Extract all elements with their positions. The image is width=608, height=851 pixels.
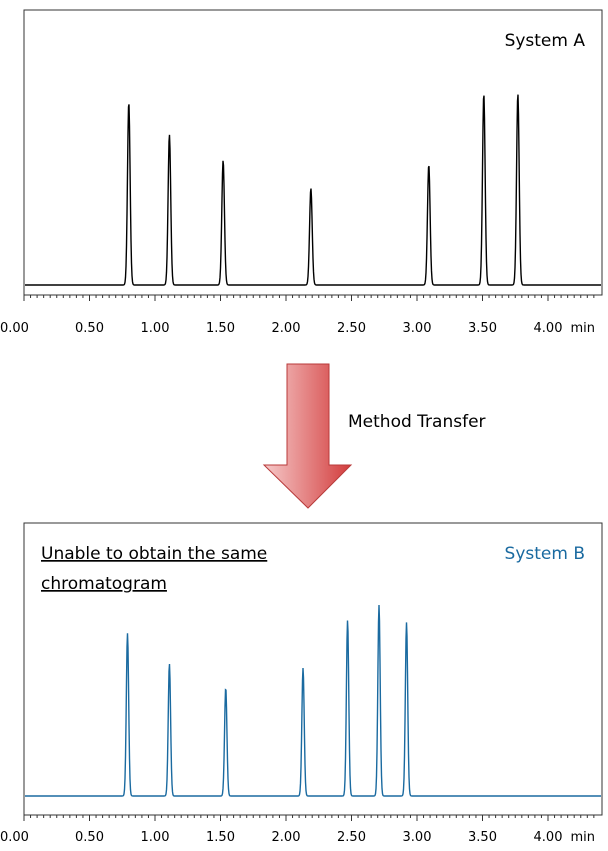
transfer-arrow-icon <box>262 363 353 509</box>
x-tick-label: 0.50 <box>75 321 104 336</box>
chromatogram-trace-a <box>25 94 601 286</box>
panel-b-frame <box>23 522 603 816</box>
x-tick-label: 3.50 <box>468 830 497 845</box>
chromatogram-trace-b <box>25 605 601 797</box>
panel-a-title: System A <box>505 31 586 51</box>
x-tick-label: 4.00 <box>534 321 563 336</box>
x-tick-label: 2.50 <box>337 830 366 845</box>
x-tick-label: 0.00 <box>0 321 29 336</box>
panel-system-b: System B Unable to obtain the same chroma… <box>0 522 603 845</box>
x-tick-label: 2.00 <box>272 321 301 336</box>
x-tick-label: 4.00 <box>534 830 563 845</box>
x-tick-label: 1.50 <box>206 321 235 336</box>
method-transfer-label: Method Transfer <box>348 412 486 432</box>
panel-b-title: System B <box>505 544 585 564</box>
annotation-line: chromatogram <box>41 574 167 594</box>
panel-system-a: System A 0.00 0.50 1.00 1.50 2.00 2.50 3.00 3.5… <box>0 9 603 336</box>
x-tick-label: 1.00 <box>141 321 170 336</box>
x-axis-a: 0.00 0.50 1.00 1.50 2.00 2.50 3.00 3.50 4.00 <box>0 295 595 336</box>
x-tick-label: 0.00 <box>0 830 29 845</box>
x-tick-label: 2.50 <box>337 321 366 336</box>
x-axis-unit-a: min <box>570 321 595 336</box>
x-tick-label: 1.00 <box>141 830 170 845</box>
x-axis-b: 0.00 0.50 1.00 1.50 2.00 2.50 3.00 3.50 4.00 <box>0 815 595 845</box>
x-axis-unit-b: min <box>570 830 595 845</box>
x-tick-label: 3.00 <box>403 321 432 336</box>
x-tick-label: 3.00 <box>403 830 432 845</box>
annotation-line: Unable to obtain the same <box>41 544 267 564</box>
x-tick-label: 1.50 <box>206 830 235 845</box>
x-tick-label: 2.00 <box>272 830 301 845</box>
x-tick-label: 0.50 <box>75 830 104 845</box>
x-tick-label: 3.50 <box>468 321 497 336</box>
panel-b-annotation: Unable to obtain the same chromatogram <box>41 544 267 594</box>
